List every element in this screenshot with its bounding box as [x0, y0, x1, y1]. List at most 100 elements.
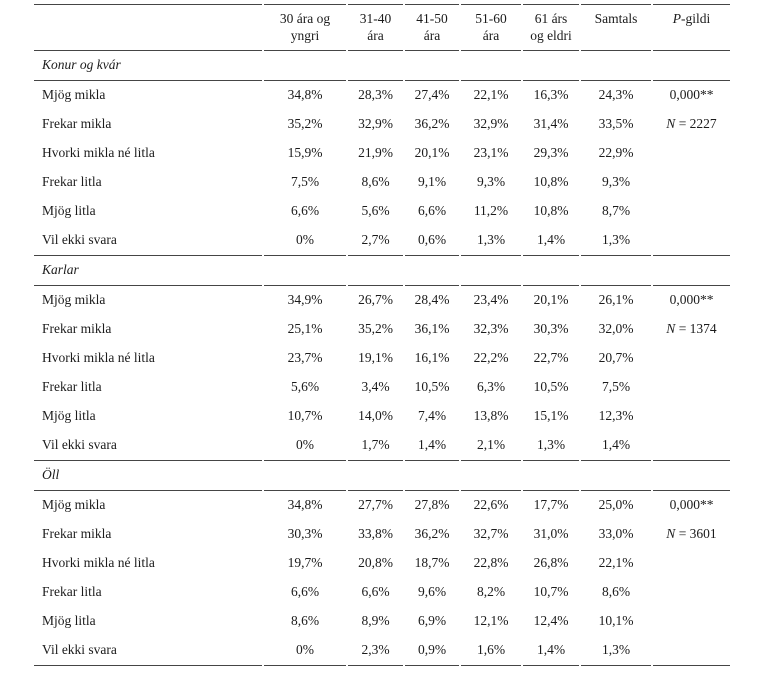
table-row: Vil ekki svara 0% 2,3% 0,9% 1,6% 1,4% 1,3% [34, 636, 730, 666]
value-cell: 8,2% [476, 584, 506, 600]
value-cell: 26,1% [598, 292, 634, 308]
p-rest: -gildi [681, 11, 711, 26]
col-header-age-41-50: 41-50 ára [405, 4, 459, 50]
value-cell: 20,1% [414, 145, 450, 161]
section-title-cell: Konur og kvár [34, 50, 262, 81]
value-cell: 34,8% [287, 497, 323, 513]
value-cell: 22,7% [533, 350, 569, 366]
value-cell: 1,3% [601, 232, 631, 248]
col-header-line1: 30 ára og [279, 11, 331, 26]
row-label: Frekar mikla [42, 321, 112, 337]
value-cell: 7,4% [417, 408, 447, 424]
table-row: Vil ekki svara 0% 2,7% 0,6% 1,3% 1,4% 1,3% [34, 226, 730, 255]
value-cell: 9,3% [476, 174, 506, 190]
col-header-age-61-over: 61 árs og eldri [523, 4, 579, 50]
value-cell: 12,4% [533, 613, 569, 629]
value-cell: 8,9% [361, 613, 390, 629]
value-cell: 14,0% [358, 408, 393, 424]
section-spacer-cell [523, 50, 579, 81]
table-row: Frekar mikla 35,2% 32,9% 36,2% 32,9% 31,4% 33,… [34, 110, 730, 139]
section-title: Karlar [42, 262, 79, 278]
value-cell: 8,6% [601, 584, 631, 600]
row-label: Frekar litla [42, 174, 102, 190]
col-header-line2: ára [423, 27, 441, 43]
value-cell: 27,7% [358, 497, 393, 513]
col-header-line2: yngri [290, 27, 320, 43]
value-cell: 36,1% [414, 321, 450, 337]
value-cell: 0% [264, 636, 346, 666]
value-cell: 2,1% [476, 437, 506, 453]
stat-cell: 0,000** [653, 491, 730, 520]
stat-italic: N [666, 526, 676, 542]
stat-cell: N = 3601 [653, 520, 730, 549]
value-cell: 32,7% [473, 526, 509, 542]
value-cell: 0,9% [405, 636, 459, 666]
row-label: Frekar litla [42, 584, 102, 600]
value-cell: 26,7% [358, 292, 393, 308]
col-header-age-51-60: 51-60 ára [461, 4, 521, 50]
stat-text: = 3601 [675, 526, 717, 542]
stat-cell: 0,000** [653, 286, 730, 315]
stat-cell [653, 607, 730, 636]
value-cell: 36,2% [414, 116, 450, 132]
stat-cell [653, 344, 730, 373]
table-row: Frekar litla 5,6% 3,4% 10,5% 6,3% 10,5% 7,5% [34, 373, 730, 402]
col-header-total-label: Samtals [594, 11, 638, 26]
section-spacer-cell [264, 255, 346, 286]
table-row: Frekar mikla 25,1% 35,2% 36,1% 32,3% 30,3% 32,… [34, 315, 730, 344]
table-row: Mjög mikla 34,8% 28,3% 27,4% 22,1% 16,3% 24,3%… [34, 81, 730, 110]
value-cell: 1,3% [476, 232, 506, 248]
header-row: 30 ára og yngri 31-40 ára 41-50 ára 51-6… [34, 4, 730, 50]
col-header-line1: 31-40 [359, 11, 392, 26]
value-cell: 1,7% [361, 437, 390, 453]
row-label: Vil ekki svara [34, 636, 262, 666]
value-cell: 10,5% [533, 379, 569, 395]
col-header-line1: 61 árs [534, 11, 568, 26]
value-cell: 6,9% [417, 613, 447, 629]
value-cell: 16,1% [414, 350, 450, 366]
col-header-line2: og eldri [530, 27, 572, 43]
row-label: Vil ekki svara [42, 437, 117, 453]
stat-text: 0,000** [669, 292, 714, 308]
value-cell: 11,2% [473, 203, 509, 219]
section-title-cell: Öll [34, 460, 262, 491]
value-cell: 22,1% [473, 87, 509, 103]
stat-italic: N [666, 116, 676, 132]
row-label: Hvorki mikla né litla [42, 145, 155, 161]
value-cell: 8,7% [601, 203, 631, 219]
section-spacer-cell [264, 460, 346, 491]
p-italic: P [672, 11, 681, 26]
value-cell: 23,7% [287, 350, 323, 366]
section-spacer-cell [523, 460, 579, 491]
value-cell: 22,2% [473, 350, 509, 366]
value-cell: 34,8% [287, 87, 323, 103]
row-label: Mjög litla [42, 613, 96, 629]
value-cell: 6,3% [476, 379, 506, 395]
section-spacer-cell [461, 460, 521, 491]
section-spacer-cell [523, 255, 579, 286]
stat-italic: N [666, 321, 676, 337]
value-cell: 35,2% [358, 321, 393, 337]
table-row: Frekar litla 7,5% 8,6% 9,1% 9,3% 10,8% 9,3% [34, 168, 730, 197]
value-cell: 15,1% [533, 408, 569, 424]
value-cell: 1,4% [536, 232, 566, 248]
section-spacer-cell [581, 50, 651, 81]
value-cell: 25,0% [598, 497, 634, 513]
value-cell: 20,1% [533, 292, 569, 308]
col-header-age-31-40: 31-40 ára [348, 4, 403, 50]
table-row: Hvorki mikla né litla 15,9% 21,9% 20,1% 23,1… [34, 139, 730, 168]
stat-cell: N = 2227 [653, 110, 730, 139]
section-spacer-cell [653, 50, 730, 81]
row-label: Hvorki mikla né litla [42, 555, 155, 571]
value-cell: 32,9% [358, 116, 393, 132]
stat-cell [653, 431, 730, 460]
value-cell: 7,5% [601, 379, 631, 395]
value-cell: 6,6% [417, 203, 447, 219]
table-row: Frekar mikla 30,3% 33,8% 36,2% 32,7% 31,0% 33,… [34, 520, 730, 549]
value-cell: 19,1% [358, 350, 393, 366]
value-cell: 8,6% [290, 613, 320, 629]
table-row: Hvorki mikla né litla 19,7% 20,8% 18,7% 22,8… [34, 549, 730, 578]
row-label: Frekar litla [42, 379, 102, 395]
col-header-samtals: Samtals [581, 4, 651, 50]
value-cell: 16,3% [533, 87, 569, 103]
